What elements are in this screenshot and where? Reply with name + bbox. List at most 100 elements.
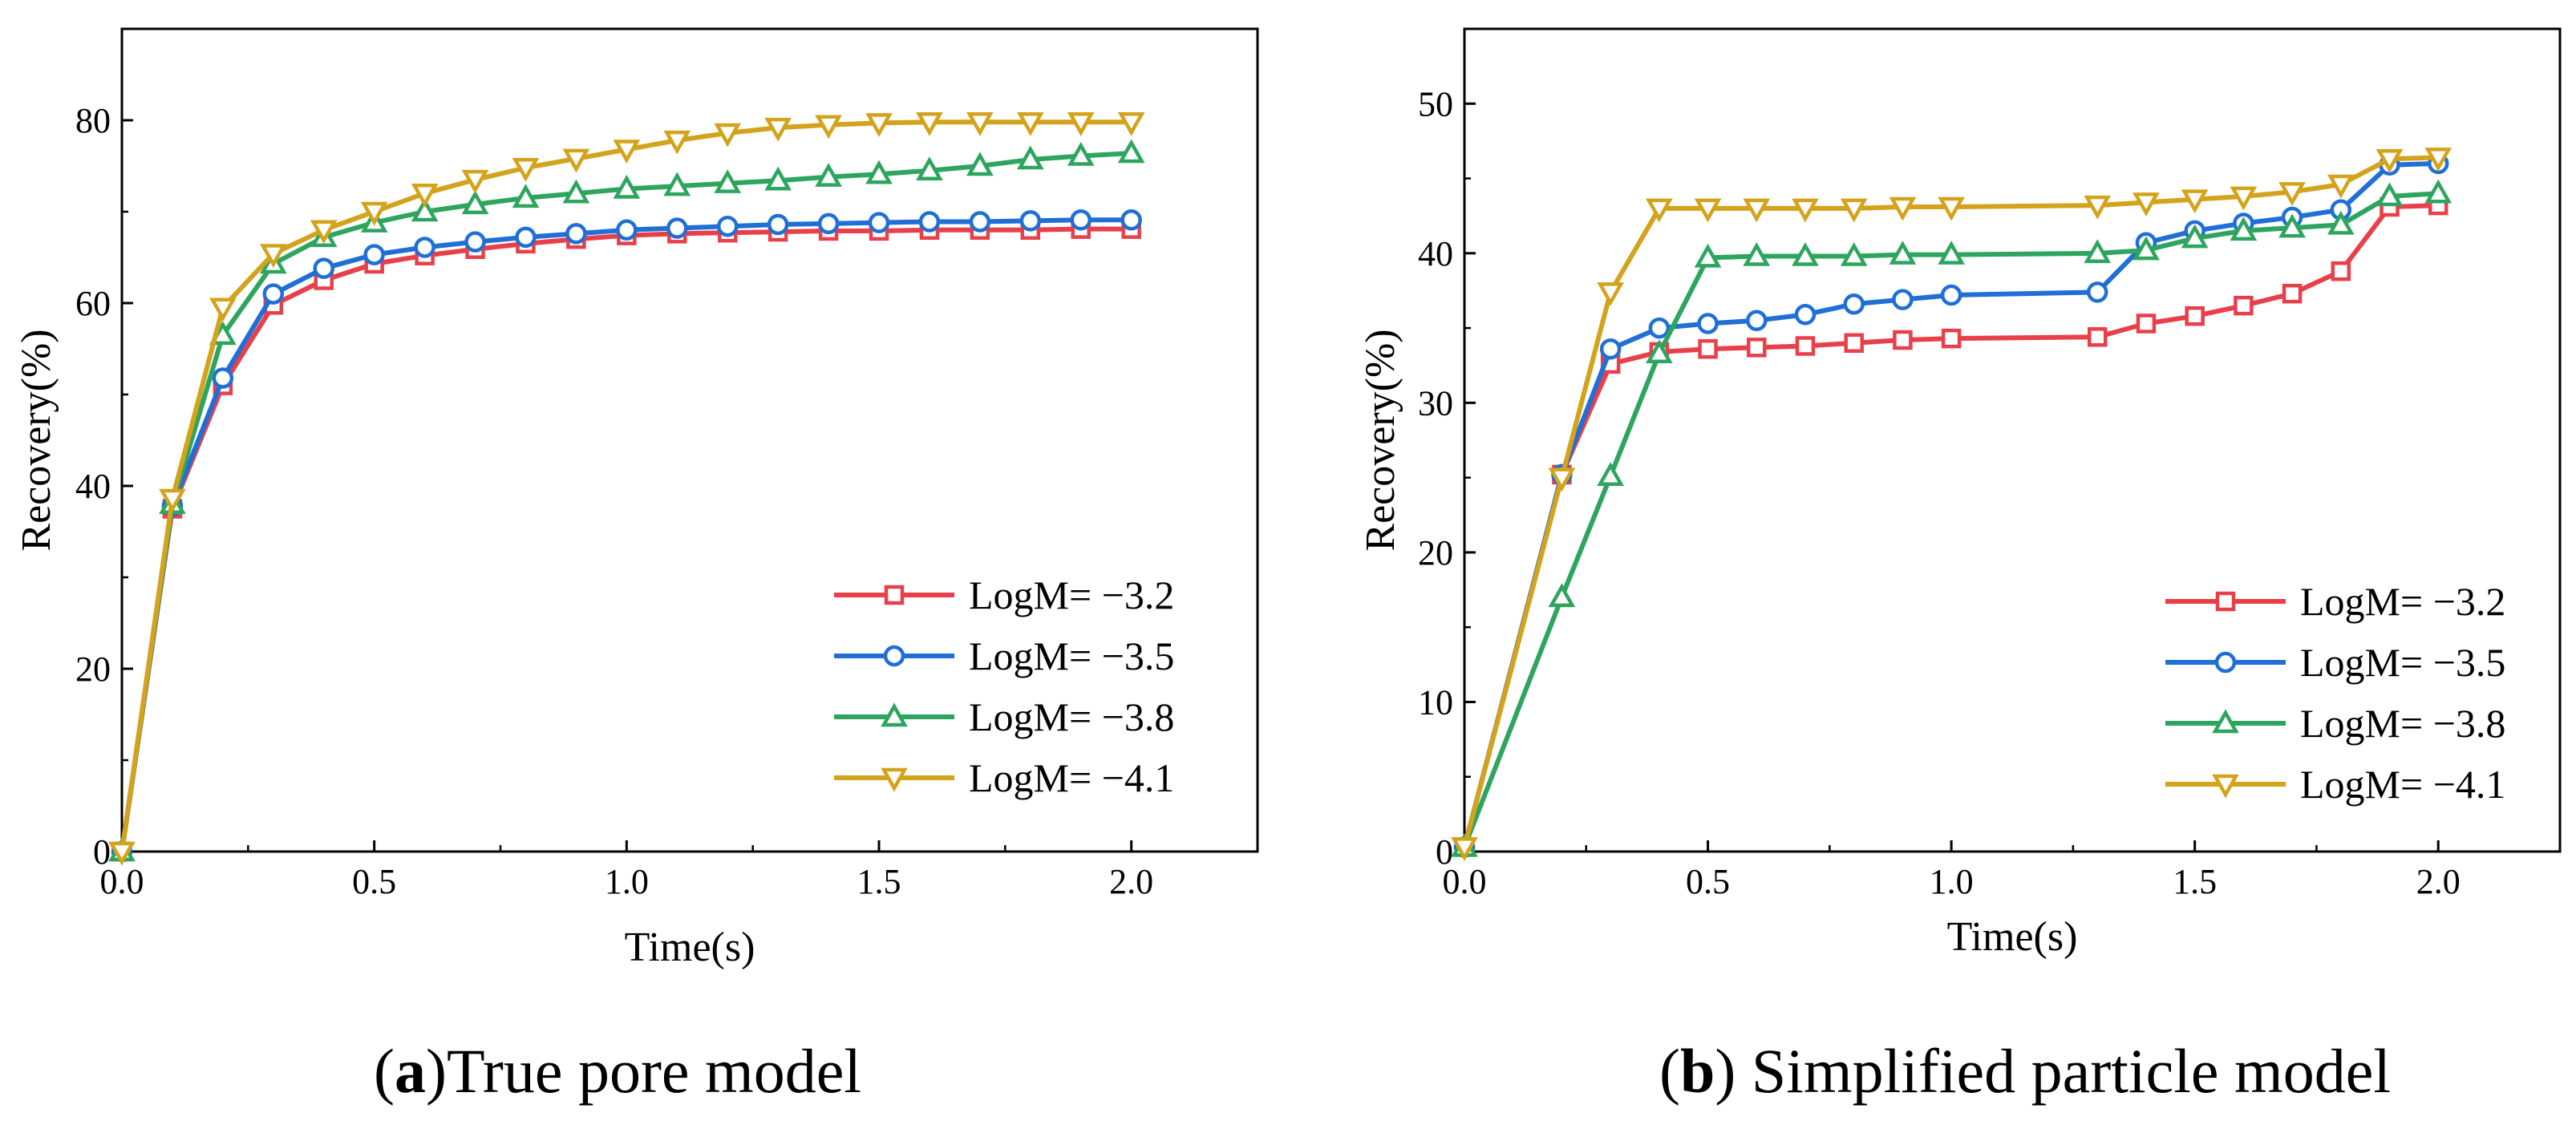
- data-point: [817, 212, 840, 235]
- data-point: [2086, 281, 2108, 303]
- data-point: [512, 158, 540, 182]
- legend-swatch-marker: [2214, 651, 2237, 674]
- series-2: [111, 209, 1142, 863]
- legend-item: LogM= −4.1: [834, 755, 1174, 800]
- data-point: [1938, 241, 1965, 265]
- plot-frame-b: [1463, 27, 2562, 853]
- x-tick-label: 1.5: [2173, 862, 2217, 901]
- data-point: [1694, 243, 1722, 268]
- data-point: [613, 174, 641, 199]
- legend-label: LogM= −3.2: [2300, 579, 2505, 624]
- data-point: [815, 115, 842, 140]
- x-tick-label: 1.5: [857, 862, 901, 901]
- data-point: [916, 112, 943, 136]
- series-4: [108, 112, 1145, 866]
- x-axis-label-b: Time(s): [1947, 914, 2078, 960]
- data-point: [663, 130, 691, 155]
- data-point: [313, 257, 334, 279]
- data-point: [714, 169, 742, 193]
- data-point: [1597, 282, 1624, 306]
- data-point: [616, 219, 638, 241]
- data-point: [212, 367, 234, 389]
- data-point: [1941, 328, 1962, 349]
- data-point: [764, 166, 792, 191]
- x-tick-label: 2.0: [2416, 862, 2461, 901]
- legend-label: LogM= −4.1: [969, 755, 1174, 800]
- data-point: [1743, 241, 1771, 266]
- data-point: [865, 113, 893, 137]
- data-point: [2181, 224, 2209, 249]
- data-point: [1698, 338, 1718, 359]
- data-point: [565, 223, 587, 245]
- legend-label: LogM= −4.1: [2300, 762, 2505, 807]
- data-point: [1645, 198, 1673, 223]
- data-point: [868, 212, 890, 233]
- data-point: [2424, 179, 2452, 204]
- legend-item: LogM= −3.5: [2165, 640, 2505, 685]
- data-point: [767, 213, 789, 236]
- data-point: [2230, 216, 2258, 241]
- x-axis-label-a: Time(s): [625, 925, 755, 970]
- data-point: [2327, 174, 2355, 199]
- data-point: [1548, 583, 1576, 608]
- x-tick-label: 2.0: [1109, 862, 1153, 901]
- data-point: [1893, 330, 1913, 350]
- data-point: [2282, 283, 2303, 304]
- data-point: [2424, 148, 2452, 172]
- data-point: [411, 197, 439, 222]
- series-line: [1462, 191, 2439, 848]
- data-point: [2132, 236, 2160, 261]
- data-point: [1451, 837, 1478, 861]
- data-point: [1940, 284, 1962, 306]
- data-point: [2376, 182, 2404, 207]
- data-point: [1019, 210, 1042, 232]
- series-4: [1451, 148, 2452, 861]
- data-point: [1016, 112, 1044, 136]
- data-point: [1117, 139, 1145, 164]
- data-point: [2181, 189, 2209, 214]
- data-point: [1070, 209, 1092, 231]
- legend-item: LogM= −3.2: [834, 573, 1174, 617]
- data-point: [259, 244, 287, 269]
- caption-a: (a)True pore model: [374, 1036, 861, 1106]
- data-point: [464, 231, 486, 253]
- data-point: [363, 244, 385, 265]
- legend-item: LogM= −3.8: [834, 694, 1174, 739]
- legend-item: LogM= −3.2: [2165, 579, 2505, 624]
- y-tick-label: 40: [1418, 234, 1453, 273]
- data-point: [461, 190, 489, 215]
- data-point: [663, 172, 691, 196]
- data-point: [1889, 241, 1917, 265]
- y-tick-label: 60: [75, 284, 111, 323]
- data-point: [2136, 314, 2157, 334]
- data-point: [1840, 198, 1868, 223]
- legend-label: LogM= −3.5: [969, 633, 1174, 678]
- data-point: [1843, 293, 1865, 315]
- data-point: [1067, 141, 1095, 166]
- x-tick-label: 1.0: [1930, 862, 1974, 901]
- y-tick-label: 20: [1418, 533, 1453, 573]
- data-point: [2376, 149, 2404, 173]
- data-point: [2185, 306, 2205, 326]
- series-3: [1451, 179, 2452, 857]
- data-point: [1599, 338, 1622, 360]
- data-point: [1117, 112, 1145, 136]
- data-point: [562, 148, 590, 173]
- data-point: [1120, 209, 1142, 231]
- legend-label: LogM= −3.2: [969, 573, 1174, 617]
- y-tick-label: 40: [75, 467, 111, 506]
- data-point: [1694, 198, 1722, 223]
- data-point: [966, 152, 994, 176]
- legend-label: LogM= −3.8: [2300, 701, 2505, 746]
- legend-swatch-marker: [881, 702, 908, 727]
- legend-item: LogM= −4.1: [2165, 762, 2505, 807]
- legend-swatch-marker: [883, 645, 905, 667]
- data-point: [1892, 289, 1914, 310]
- data-point: [1697, 313, 1719, 334]
- y-tick-label: 10: [1418, 682, 1453, 722]
- data-point: [2230, 186, 2258, 211]
- data-point: [1597, 462, 1624, 487]
